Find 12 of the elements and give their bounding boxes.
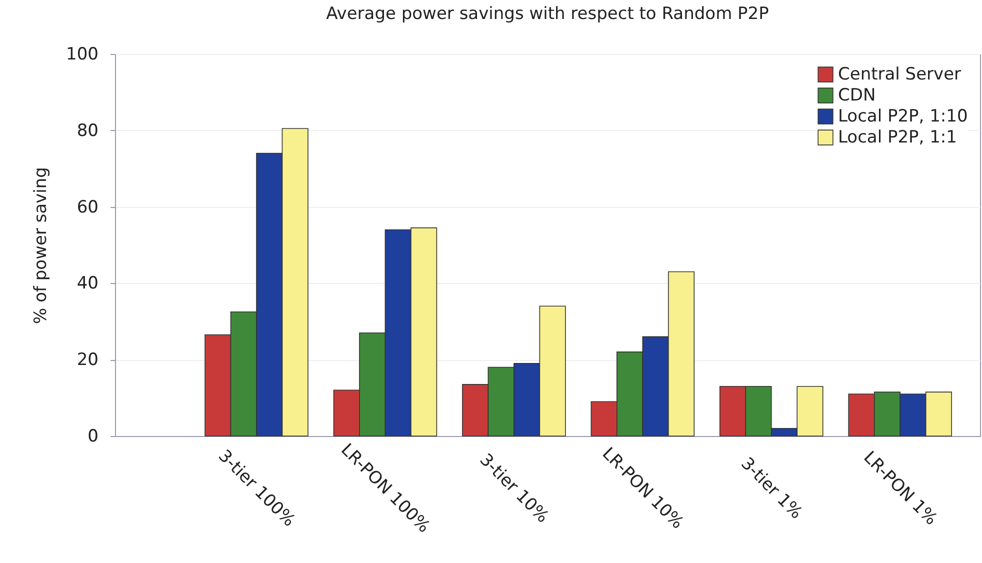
- y-tick-label: 20: [76, 350, 98, 370]
- legend-label: Central Server: [838, 64, 962, 84]
- legend-label: CDN: [838, 86, 876, 106]
- y-tick-label: 60: [76, 197, 98, 218]
- y-axis-title: % of power saving: [31, 167, 52, 324]
- legend-label: Local P2P, 1:1: [838, 128, 957, 148]
- chart-title: Average power savings with respect to Random P2P: [326, 4, 769, 24]
- y-tick-label: 0: [88, 426, 98, 446]
- y-tick-label: 40: [76, 274, 98, 294]
- y-tick-label: 100: [66, 44, 98, 64]
- y-tick-label: 80: [76, 120, 98, 141]
- legend-label: Local P2P, 1:10: [838, 106, 968, 126]
